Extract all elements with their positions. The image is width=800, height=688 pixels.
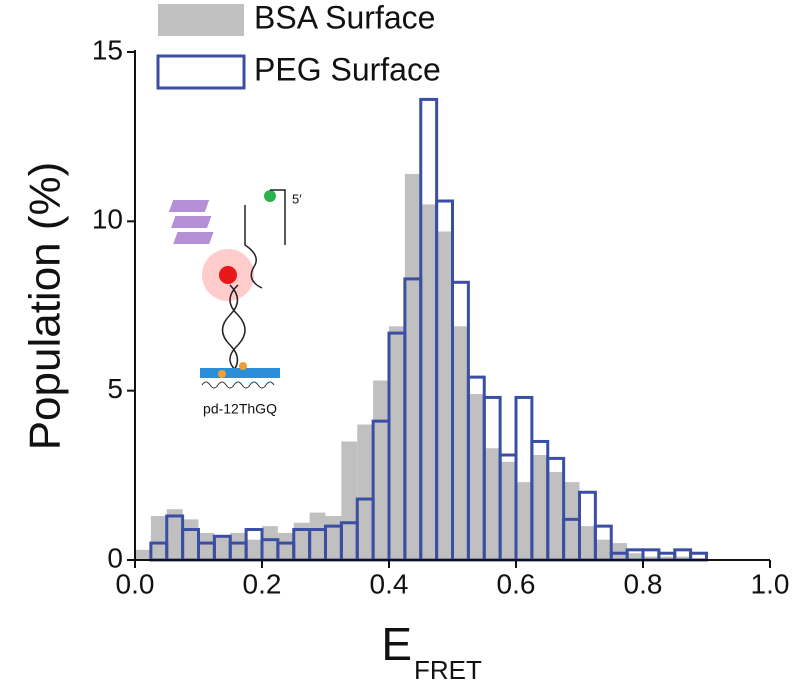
- bar: [246, 539, 262, 560]
- bar: [135, 549, 151, 560]
- x-tick-label: 0.6: [497, 568, 536, 599]
- surface: [200, 368, 280, 378]
- bar: [214, 536, 231, 560]
- bar: [500, 461, 516, 560]
- bar: [230, 532, 247, 560]
- x-tick-label: 0.4: [370, 568, 409, 599]
- biotin: [239, 362, 247, 370]
- x-tick-label: 0.2: [243, 568, 282, 599]
- inset-diagram: 5′ pd-12ThGQ: [168, 189, 302, 417]
- bar: [531, 455, 548, 560]
- bar: [689, 551, 708, 562]
- bar: [277, 532, 294, 560]
- y-tick-label: 15: [92, 34, 123, 65]
- bar: [658, 556, 675, 560]
- y-axis-label: Population (%): [21, 162, 70, 451]
- legend-swatch: [156, 54, 246, 90]
- strand: [244, 189, 286, 289]
- annotation: pd-12ThGQ: [203, 401, 277, 417]
- legend-swatch: [158, 4, 244, 36]
- legend-label: BSA Surface: [254, 0, 435, 35]
- g-quartet: [168, 200, 210, 212]
- duplex: [221, 284, 246, 376]
- x-axis-label-subscript: FRET: [414, 655, 482, 685]
- bar: [563, 482, 580, 560]
- bar: [595, 539, 612, 560]
- annotation: 5′: [292, 191, 302, 206]
- x-tick-label: 0.0: [116, 568, 155, 599]
- g-quartet: [171, 216, 212, 228]
- bar: [341, 441, 358, 560]
- bar: [198, 532, 215, 560]
- bar: [373, 380, 389, 560]
- bar: [404, 173, 421, 561]
- bar: [579, 526, 596, 560]
- biotin: [218, 370, 226, 378]
- bar: [484, 448, 501, 560]
- y-tick-label: 10: [92, 204, 123, 235]
- bar: [516, 482, 532, 560]
- bar: [166, 509, 183, 560]
- bar: [357, 424, 374, 560]
- bar: [293, 522, 310, 560]
- g-quartet: [173, 232, 214, 244]
- bar: [262, 526, 278, 560]
- bar: [150, 515, 167, 560]
- acceptor-dye: [219, 266, 237, 284]
- bar: [674, 556, 691, 560]
- x-tick-label: 1.0: [751, 568, 790, 599]
- peg-layer: [201, 381, 275, 389]
- bar: [468, 394, 485, 560]
- bar: [611, 543, 628, 560]
- bar: [643, 556, 659, 560]
- bar: [547, 471, 564, 560]
- y-tick-label: 0: [107, 542, 123, 573]
- donor-dye: [264, 190, 276, 202]
- bar: [436, 231, 453, 560]
- x-tick-label: 0.8: [624, 568, 663, 599]
- bar: [182, 519, 199, 560]
- x-axis-label: E: [381, 618, 412, 670]
- bar: [325, 515, 342, 560]
- bar: [420, 204, 437, 560]
- legend-label: PEG Surface: [254, 51, 441, 87]
- bar: [452, 326, 469, 560]
- y-tick-label: 5: [107, 373, 123, 404]
- bar: [627, 553, 643, 560]
- bar: [309, 512, 326, 560]
- bar: [389, 326, 405, 560]
